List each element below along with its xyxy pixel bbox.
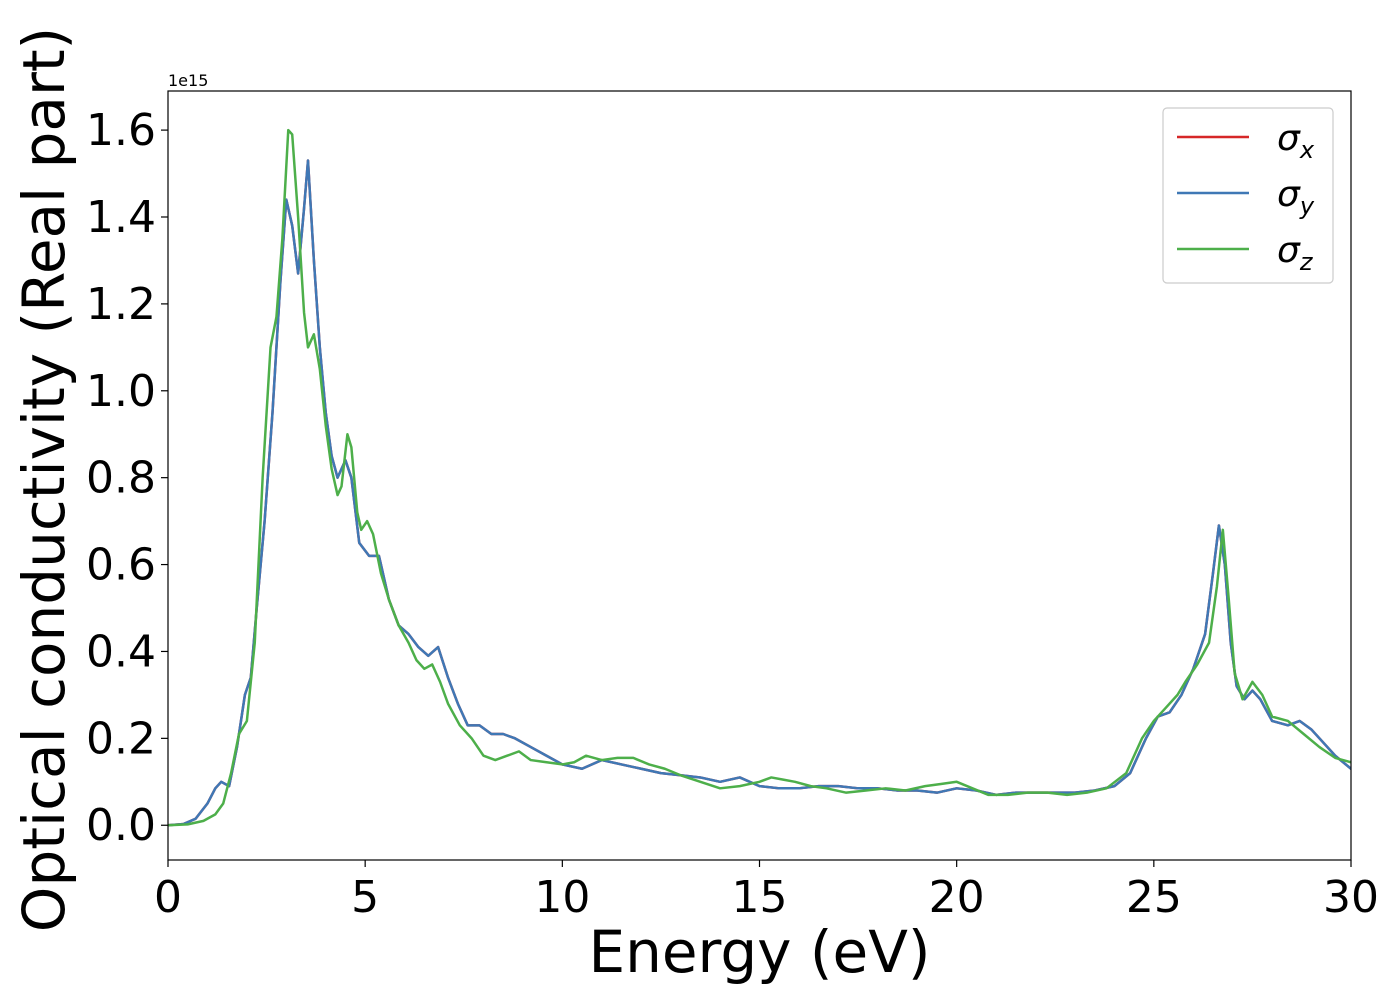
y-axis: 0.0 0.2 0.4 0.6 0.8 1.0 1.2 1.4 1.6 [86, 105, 168, 851]
y-tick-label: 0.6 [86, 540, 156, 591]
y-offset-label: 1e15 [168, 71, 208, 90]
series-layer [168, 128, 1351, 827]
x-axis: 0 5 10 15 20 25 30 [154, 860, 1379, 923]
x-tick-label: 10 [534, 872, 590, 923]
x-tick-label: 20 [929, 872, 985, 923]
x-tick-label: 30 [1323, 872, 1379, 923]
legend-label-y: σy [1277, 174, 1315, 220]
legend-label-z: σz [1277, 230, 1314, 276]
series-line-y [168, 159, 1351, 827]
x-tick-label: 15 [732, 872, 788, 923]
legend-box [1162, 107, 1334, 284]
y-tick-label: 0.4 [86, 626, 156, 677]
series-line-z [168, 128, 1351, 827]
y-tick-label: 0.2 [86, 713, 156, 764]
y-axis-title: Optical conductivity (Real part) [10, 27, 78, 932]
y-tick-label: 1.0 [86, 366, 156, 417]
legend: σx σy σz [1162, 107, 1334, 284]
x-tick-label: 5 [351, 872, 379, 923]
x-axis-title: Energy (eV) [588, 918, 930, 986]
x-tick-label: 25 [1126, 872, 1182, 923]
y-tick-label: 1.6 [86, 105, 156, 156]
legend-label-x: σx [1277, 118, 1315, 164]
y-tick-label: 1.2 [86, 279, 156, 330]
y-tick-label: 1.4 [86, 192, 156, 243]
x-tick-label: 0 [154, 872, 182, 923]
y-tick-label: 0.8 [86, 453, 156, 504]
y-tick-label: 0.0 [86, 800, 156, 851]
